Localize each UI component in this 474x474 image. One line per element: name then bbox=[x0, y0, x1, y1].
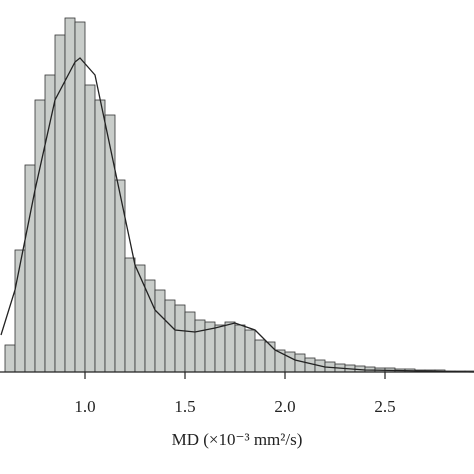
bar bbox=[34, 99, 46, 373]
bar bbox=[74, 21, 86, 373]
bar bbox=[304, 357, 316, 373]
bar bbox=[4, 344, 16, 373]
bar bbox=[194, 319, 206, 373]
bar bbox=[264, 341, 276, 373]
bar bbox=[184, 311, 196, 373]
bar bbox=[224, 321, 236, 373]
bar bbox=[154, 289, 166, 373]
x-tick-label: 1.5 bbox=[174, 397, 195, 416]
bar bbox=[274, 349, 286, 373]
x-axis-label: MD (×10⁻³ mm²/s) bbox=[172, 430, 303, 449]
bar bbox=[104, 114, 116, 373]
bar bbox=[124, 257, 136, 373]
bar bbox=[244, 329, 256, 373]
bar bbox=[294, 353, 306, 373]
fit-curve bbox=[0, 57, 474, 373]
bar bbox=[174, 304, 186, 373]
bar bbox=[134, 264, 146, 373]
x-tick-label: 2.0 bbox=[274, 397, 295, 416]
bar bbox=[84, 84, 96, 373]
bar bbox=[214, 324, 226, 373]
x-tick-label: 2.5 bbox=[374, 397, 395, 416]
bar bbox=[94, 99, 106, 373]
x-tick-label: 1.0 bbox=[74, 397, 95, 416]
bar bbox=[254, 339, 266, 373]
bar bbox=[284, 351, 296, 373]
bar bbox=[54, 34, 66, 373]
bar bbox=[144, 279, 156, 373]
bar bbox=[164, 299, 176, 373]
bar bbox=[234, 324, 246, 373]
